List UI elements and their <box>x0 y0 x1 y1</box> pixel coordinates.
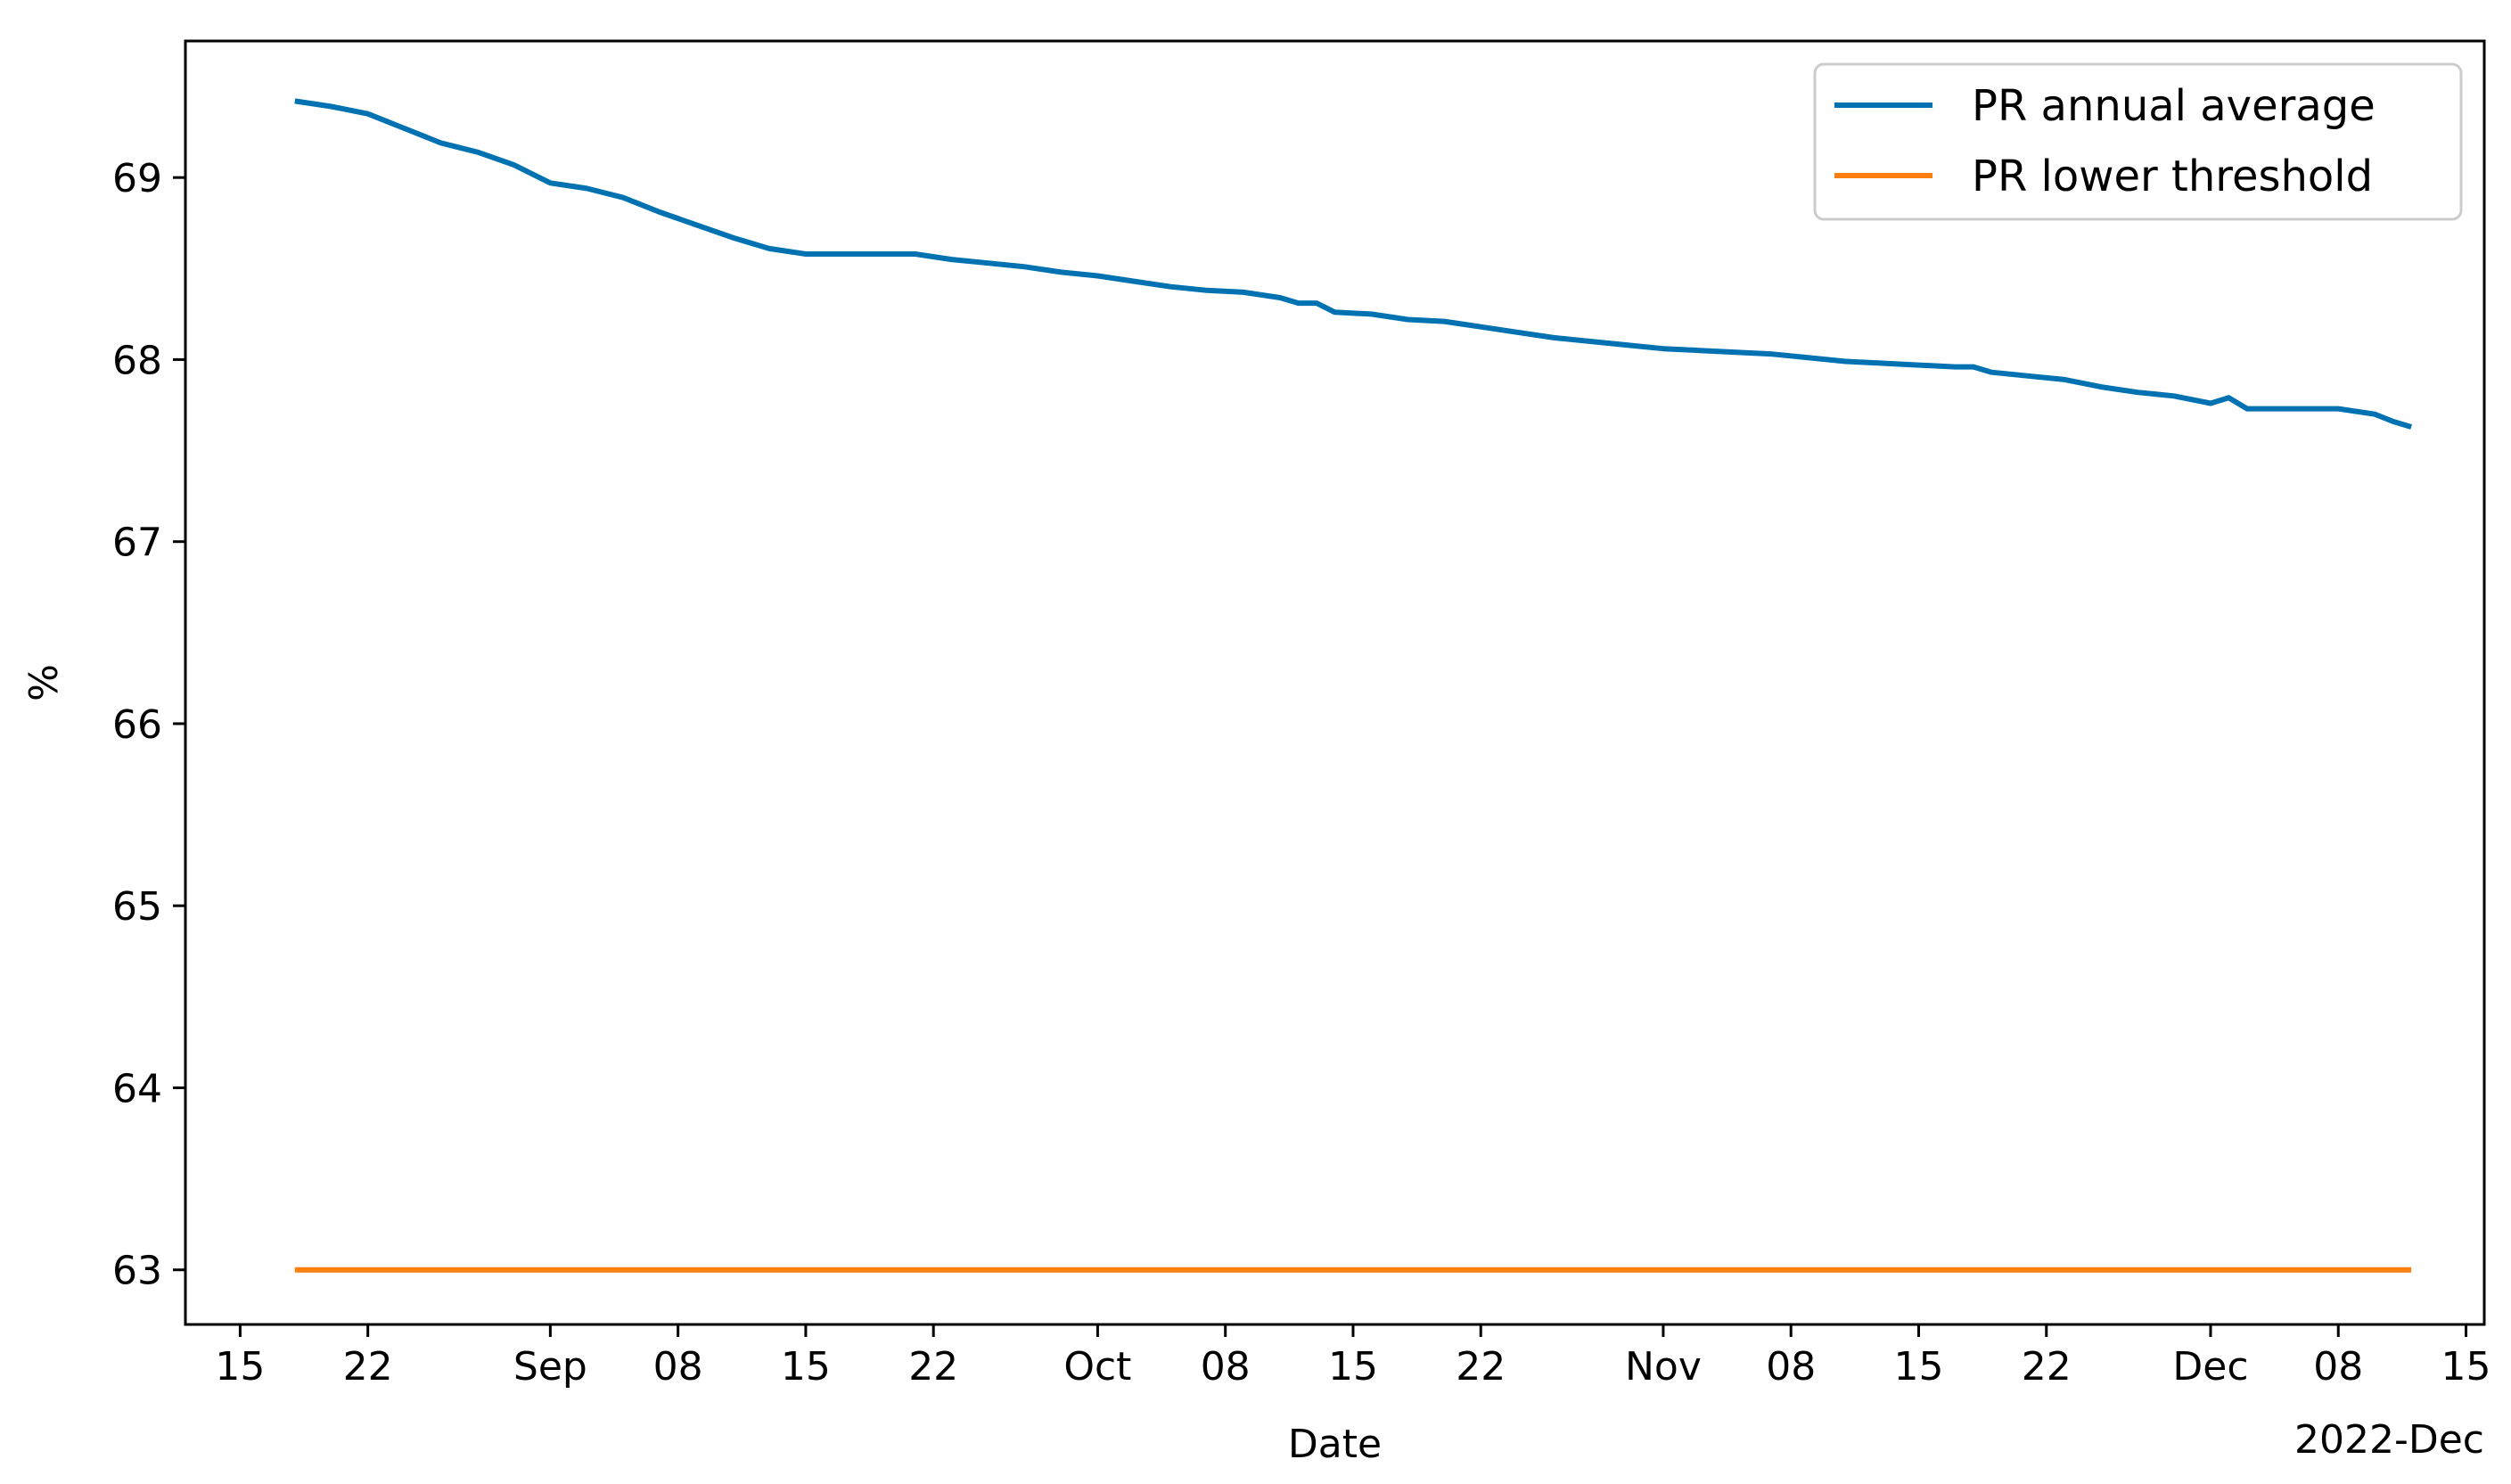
y-axis-title: % <box>21 664 67 701</box>
x-tick-label: 08 <box>1766 1344 1816 1390</box>
x-tick-label: 22 <box>1456 1344 1506 1390</box>
plot-area <box>184 39 2486 1326</box>
x-tick-label: 08 <box>653 1344 703 1390</box>
x-tick-label: Sep <box>513 1344 587 1390</box>
series-line-0 <box>294 98 2412 430</box>
y-axis: 63 64 65 66 67 68 69 <box>112 156 185 1294</box>
series-lines <box>294 98 2412 1273</box>
plot-frame <box>184 39 2486 1326</box>
x-axis-title: Date <box>1288 1422 1382 1467</box>
x-tick-label: Dec <box>2172 1344 2248 1390</box>
x-tick-label: 08 <box>1201 1344 1251 1390</box>
x-axis-offset-label: 2022-Dec <box>2294 1417 2484 1463</box>
legend-label: PR annual average <box>1972 81 2376 131</box>
y-tick-label: 67 <box>112 521 162 566</box>
x-tick-label: Nov <box>1625 1344 1702 1390</box>
legend: PR annual average PR lower threshold <box>1813 62 2463 221</box>
x-tick-label: Oct <box>1063 1344 1131 1390</box>
x-tick-label: 22 <box>343 1344 393 1390</box>
x-axis: 15 22 Sep 08 15 22 Oct 08 15 22 Nov 08 15 22 Dec 08 15 <box>215 1324 2491 1390</box>
x-tick-label: 22 <box>908 1344 958 1390</box>
x-tick-label: 15 <box>781 1344 831 1390</box>
y-tick-label: 65 <box>112 884 162 930</box>
x-tick-label: 15 <box>2441 1344 2491 1390</box>
y-tick-label: 64 <box>112 1066 162 1111</box>
legend-frame <box>1813 62 2463 221</box>
x-tick-label: 22 <box>2022 1344 2072 1390</box>
x-tick-label: 15 <box>215 1344 265 1390</box>
y-tick-label: 63 <box>112 1249 162 1294</box>
y-tick-label: 69 <box>112 156 162 201</box>
x-tick-label: 08 <box>2313 1344 2363 1390</box>
y-tick-label: 68 <box>112 338 162 383</box>
x-tick-label: 15 <box>1893 1344 1943 1390</box>
x-tick-label: 15 <box>1328 1344 1378 1390</box>
legend-label: PR lower threshold <box>1972 152 2373 201</box>
y-tick-label: 66 <box>112 702 162 748</box>
